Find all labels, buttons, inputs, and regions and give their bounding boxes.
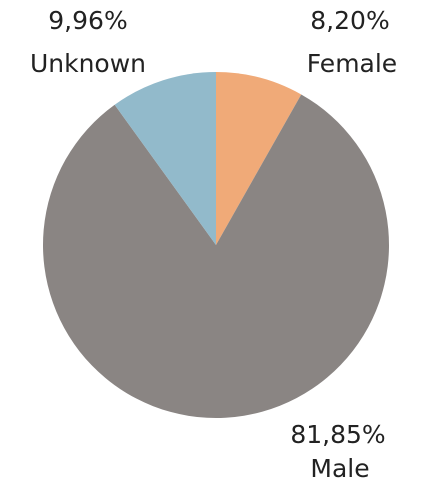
value-label: 81,85% <box>290 420 385 449</box>
category-label: Male <box>310 454 369 483</box>
category-label: Unknown <box>30 49 146 78</box>
pie-slice <box>216 72 302 245</box>
pie-slice <box>42 94 389 419</box>
value-label: 8,20% <box>310 6 389 35</box>
category-label: Female <box>307 49 397 78</box>
value-label: 9,96% <box>48 6 127 35</box>
pie-slice <box>114 72 216 245</box>
